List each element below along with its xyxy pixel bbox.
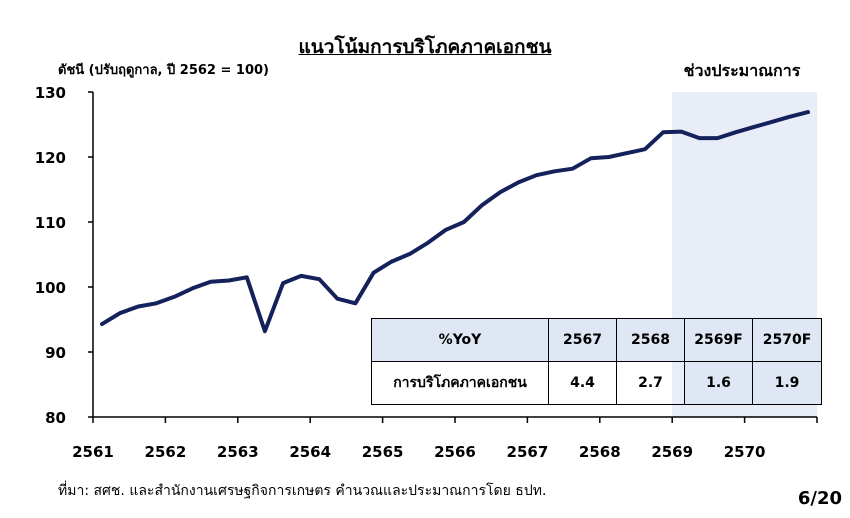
table-header-cell: 2567 — [548, 318, 617, 362]
x-tick-label: 2569 — [651, 443, 693, 461]
y-tick-label: 130 — [35, 84, 66, 102]
x-tick-label: 2570 — [724, 443, 766, 461]
y-tick-labels: 80 90 100 110 120 130 — [35, 84, 66, 427]
y-tick-label: 100 — [35, 279, 66, 297]
yoy-table: %YoY 2567 2568 2569F 2570F การบริโภคภาคเ… — [371, 318, 822, 405]
table-cell: 1.9 — [752, 361, 822, 405]
table-header-cell: 2568 — [616, 318, 685, 362]
x-tick-labels: 2561 2562 2563 2564 2565 2566 2567 2568 2569 2570 — [72, 443, 765, 461]
x-tick-label: 2567 — [507, 443, 549, 461]
x-tick-label: 2562 — [145, 443, 187, 461]
page-number: 6/20 — [797, 488, 842, 509]
table-cell: 2.7 — [616, 361, 685, 405]
table-cell: การบริโภคภาคเอกชน — [371, 361, 549, 405]
table-cell: 1.6 — [684, 361, 753, 405]
x-tick-label: 2568 — [579, 443, 621, 461]
table-row: การบริโภคภาคเอกชน 4.4 2.7 1.6 1.9 — [371, 361, 822, 405]
forecast-label: ช่วงประมาณการ — [683, 61, 801, 80]
x-tick-label: 2565 — [362, 443, 404, 461]
table-header-cell: 2570F — [752, 318, 822, 362]
y-tick-label: 80 — [45, 409, 66, 427]
table-header-row: %YoY 2567 2568 2569F 2570F — [371, 318, 822, 362]
source-note: ที่มา: สศช. และสำนักงานเศรษฐกิจการเกษตร … — [58, 483, 547, 499]
series-line — [100, 110, 810, 334]
y-tick-label: 90 — [45, 344, 66, 362]
x-tick-label: 2564 — [289, 443, 331, 461]
chart-title: แนวโน้มการบริโภคภาคเอกชน — [298, 36, 552, 58]
chart-axes — [88, 91, 818, 423]
x-tick-label: 2566 — [434, 443, 476, 461]
y-axis-label: ดัชนี (ปรับฤดูกาล, ปี 2562 = 100) — [58, 63, 270, 78]
x-tick-label: 2561 — [72, 443, 114, 461]
table-header-cell: %YoY — [371, 318, 549, 362]
y-tick-label: 110 — [35, 214, 66, 232]
table-header-cell: 2569F — [684, 318, 753, 362]
y-tick-label: 120 — [35, 149, 66, 167]
table-cell: 4.4 — [548, 361, 617, 405]
x-tick-label: 2563 — [217, 443, 259, 461]
